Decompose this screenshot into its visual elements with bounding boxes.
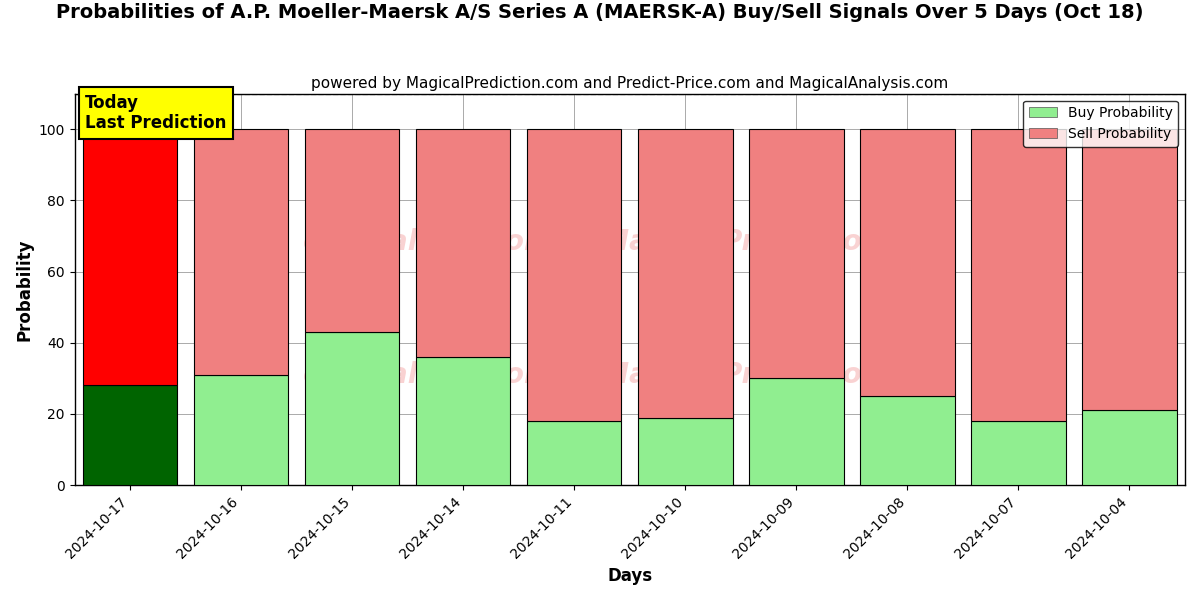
Title: powered by MagicalPrediction.com and Predict-Price.com and MagicalAnalysis.com: powered by MagicalPrediction.com and Pre… [311,76,948,91]
Bar [860,396,955,485]
Bar [1082,129,1177,410]
Bar [416,129,510,357]
Text: Today
Last Prediction: Today Last Prediction [85,94,227,133]
Bar [83,385,178,485]
Bar [638,129,732,418]
Bar [1082,410,1177,485]
Y-axis label: Probability: Probability [16,238,34,341]
Bar [305,332,400,485]
Bar [416,357,510,485]
Bar [194,375,288,485]
Bar [305,129,400,332]
Bar [194,129,288,375]
Legend: Buy Probability, Sell Probability: Buy Probability, Sell Probability [1024,101,1178,146]
Text: calAnalysis.com  |  MagicalPrediction.com: calAnalysis.com | MagicalPrediction.com [304,228,956,257]
Bar [638,418,732,485]
Bar [527,421,622,485]
Bar [749,379,844,485]
Bar [527,129,622,421]
Bar [971,421,1066,485]
Bar [971,129,1066,421]
X-axis label: Days: Days [607,567,653,585]
Bar [860,129,955,396]
Text: Probabilities of A.P. Moeller-Maersk A/S Series A (MAERSK-A) Buy/Sell Signals Ov: Probabilities of A.P. Moeller-Maersk A/S… [56,3,1144,22]
Text: calAnalysis.com  |  MagicalPrediction.com: calAnalysis.com | MagicalPrediction.com [304,361,956,390]
Bar [83,129,178,385]
Bar [749,129,844,379]
